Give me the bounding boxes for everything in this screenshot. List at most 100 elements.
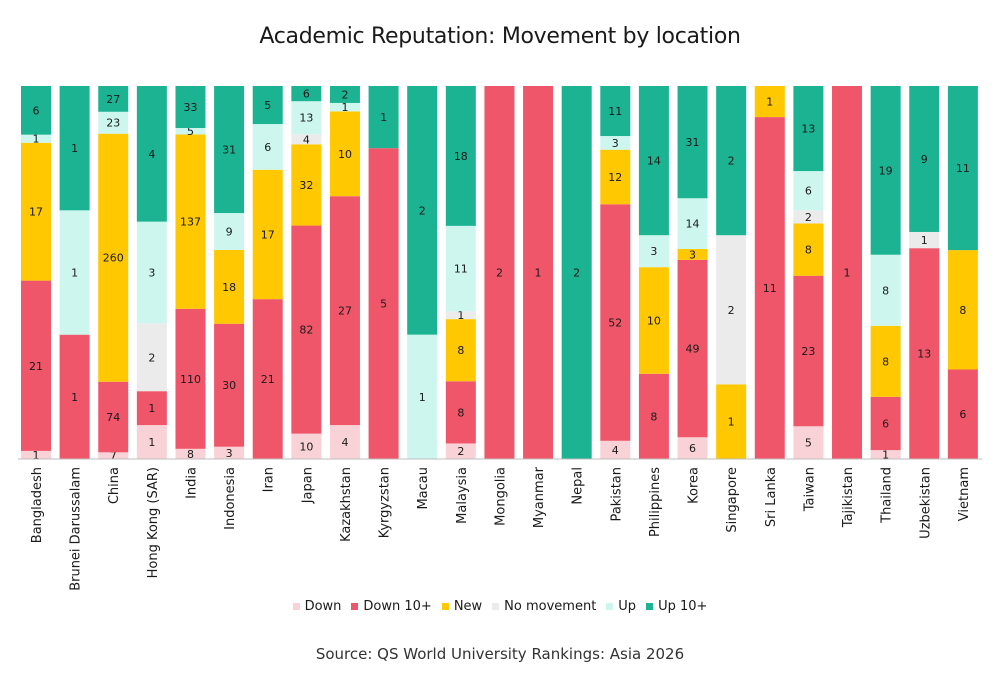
- bar-segment: [445, 443, 476, 459]
- bar-segment: [175, 134, 206, 309]
- legend-swatch: [646, 603, 654, 610]
- data-label: 4: [148, 148, 155, 161]
- x-tick-label: Singapore: [725, 467, 740, 533]
- x-tick-label: Macau: [416, 467, 431, 510]
- data-label: 10: [299, 440, 313, 453]
- bar-segment: [98, 381, 129, 453]
- bar-segment: [716, 384, 747, 459]
- data-label: 4: [612, 444, 619, 457]
- data-label: 10: [647, 314, 661, 327]
- bar-segment: [523, 86, 554, 459]
- bar-segment: [638, 86, 669, 236]
- bar-segment: [407, 86, 438, 335]
- data-label: 2: [419, 204, 426, 217]
- bar-segment: [136, 86, 167, 222]
- x-tick-label: Malaysia: [455, 467, 470, 524]
- data-label: 33: [183, 101, 197, 114]
- data-label: 8: [187, 448, 194, 461]
- bar-segment: [445, 311, 476, 320]
- legend-item: No movement: [492, 599, 596, 614]
- legend-item: Down: [292, 599, 341, 614]
- data-label: 5: [187, 125, 194, 138]
- data-label: 23: [801, 345, 815, 358]
- bar-segment: [947, 369, 978, 459]
- data-label: 2: [728, 304, 735, 317]
- bar-segment: [677, 198, 708, 249]
- bar-segment: [716, 86, 747, 236]
- bar-segment: [909, 248, 940, 459]
- bar-segment: [754, 86, 785, 118]
- legend-item: Down 10+: [351, 599, 432, 614]
- legend-item: Up 10+: [646, 599, 707, 614]
- data-label: 1: [148, 402, 155, 415]
- data-label: 1: [341, 101, 348, 114]
- legend-item: New: [441, 599, 482, 614]
- bar-segment: [870, 86, 901, 255]
- bar-segment: [600, 204, 631, 441]
- data-label: 11: [608, 105, 622, 118]
- bar-segment: [59, 86, 90, 211]
- bar-segment: [445, 381, 476, 444]
- legend-swatch: [492, 603, 500, 610]
- bar-segment: [214, 446, 245, 459]
- x-tick-label: Thailand: [880, 467, 895, 524]
- bar-segment: [136, 425, 167, 459]
- legend-swatch: [292, 603, 300, 610]
- source-note: Source: QS World University Rankings: As…: [315, 645, 685, 663]
- bar-segment: [870, 450, 901, 459]
- data-label: 6: [264, 141, 271, 154]
- legend-swatch: [351, 603, 359, 610]
- data-label: 1: [766, 96, 773, 109]
- bar-segment: [252, 86, 283, 125]
- data-label: 9: [921, 153, 928, 166]
- data-label: 2: [573, 267, 580, 280]
- data-label: 1: [71, 142, 78, 155]
- bar-segment: [754, 117, 785, 459]
- data-label: 10: [338, 148, 352, 161]
- bar-segment: [21, 280, 51, 451]
- bar-segment: [136, 323, 167, 392]
- x-tick-label: Taiwan: [802, 467, 817, 512]
- data-label: 30: [222, 379, 236, 392]
- data-label: 5: [805, 437, 812, 450]
- data-label: 18: [454, 150, 468, 163]
- data-label: 8: [457, 406, 464, 419]
- bar-segment: [329, 102, 360, 112]
- bars-layer: 1211716111774260232711234811013753333018…: [21, 86, 978, 463]
- bar-segment: [98, 133, 129, 382]
- data-label: 7: [110, 450, 117, 463]
- bar-segment: [909, 86, 940, 232]
- bar-segment: [947, 86, 978, 251]
- data-label: 21: [261, 373, 275, 386]
- data-label: 1: [33, 449, 40, 462]
- bar-segment: [98, 111, 129, 134]
- legend-label: No movement: [504, 599, 597, 614]
- x-tick-label: China: [107, 467, 122, 504]
- data-label: 11: [454, 263, 468, 276]
- bar-segment: [793, 171, 824, 211]
- x-tick-label: Indonesia: [223, 467, 238, 530]
- x-tick-label: Myanmar: [532, 466, 547, 528]
- data-label: 8: [457, 344, 464, 357]
- data-label: 1: [33, 133, 40, 146]
- data-label: 137: [180, 216, 201, 229]
- data-label: 19: [879, 164, 893, 177]
- data-label: 110: [180, 373, 201, 386]
- bar-segment: [175, 128, 206, 135]
- bar-segment: [600, 136, 631, 150]
- bar-segment: [445, 86, 476, 226]
- bar-segment: [329, 86, 360, 103]
- data-label: 1: [844, 267, 851, 280]
- data-label: 23: [106, 117, 120, 130]
- bar-segment: [600, 440, 631, 459]
- bar-segment: [252, 169, 283, 300]
- data-label: 49: [686, 343, 700, 356]
- data-label: 27: [106, 93, 120, 106]
- data-label: 1: [380, 111, 387, 124]
- data-label: 3: [612, 137, 619, 150]
- data-label: 14: [686, 218, 700, 231]
- bar-segment: [677, 86, 708, 199]
- data-label: 1: [148, 436, 155, 449]
- bar-segment: [291, 225, 322, 434]
- x-tick-label: Pakistan: [609, 467, 624, 521]
